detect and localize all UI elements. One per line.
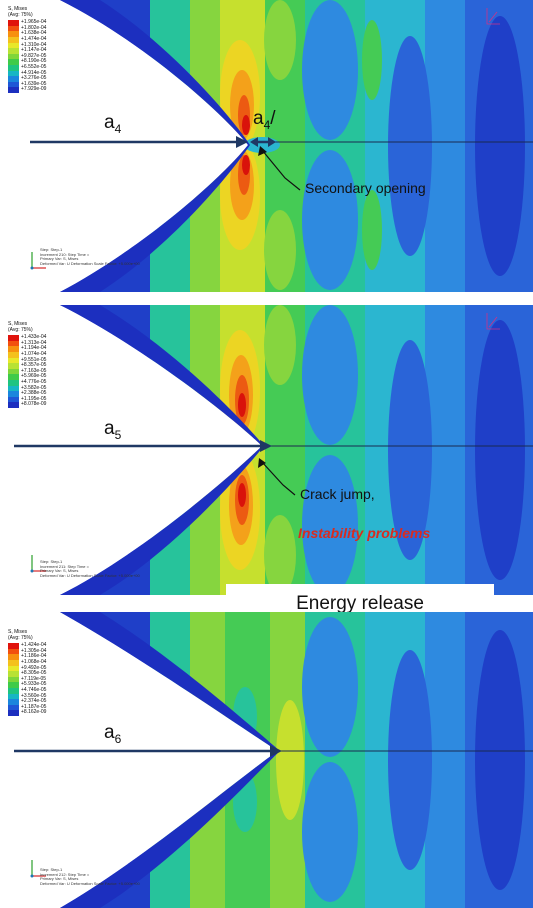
annotation-pointer-2 xyxy=(261,461,296,496)
legend-title: S, Mises (Avg: 75%) xyxy=(8,6,33,18)
legend-title: S, Mises (Avg: 75%) xyxy=(8,629,33,641)
annotation-crack-jump: Crack jump, xyxy=(300,486,375,502)
contour-panel-3 xyxy=(0,612,533,908)
contour-panel-1 xyxy=(0,0,533,292)
legend-1: S, Mises (Avg: 75%) +1.965e-04 +1.802e-04… xyxy=(8,6,47,93)
secondary-label-a4: a4/ xyxy=(253,108,276,132)
crack-label-a4: a4 xyxy=(104,112,122,136)
annotation-pointer-1 xyxy=(261,149,301,191)
contour-panel-2 xyxy=(0,305,533,595)
crack-label-a6: a6 xyxy=(104,722,122,746)
stress-contour-plot-2 xyxy=(0,305,533,595)
stress-contour-plot-3 xyxy=(0,612,533,908)
view-cube-icon xyxy=(486,313,500,330)
view-cube-icon xyxy=(486,8,500,25)
legend-2: S, Mises (Avg: 75%) +1.433e-04 +1.313e-04… xyxy=(8,321,47,408)
legend-3: S, Mises (Avg: 75%) +1.424e-04 +1.305e-04… xyxy=(8,629,47,716)
triad-icon xyxy=(30,555,46,573)
annotation-secondary-opening: Secondary opening xyxy=(305,180,426,196)
step-info-2: Step: Step-1 Increment 211: Step Time = … xyxy=(40,559,140,578)
annotation-instability: Instability problems xyxy=(298,525,431,541)
triad-icon xyxy=(30,860,46,878)
step-info-3: Step: Step-1 Increment 212: Step Time = … xyxy=(40,867,140,886)
legend-title: S, Mises (Avg: 75%) xyxy=(8,321,33,333)
triad-icon xyxy=(30,252,46,270)
crack-label-a5: a5 xyxy=(104,418,122,442)
step-info-1: Step: Step-1 Increment 210: Step Time = … xyxy=(40,247,140,266)
stress-contour-plot-1 xyxy=(0,0,533,292)
